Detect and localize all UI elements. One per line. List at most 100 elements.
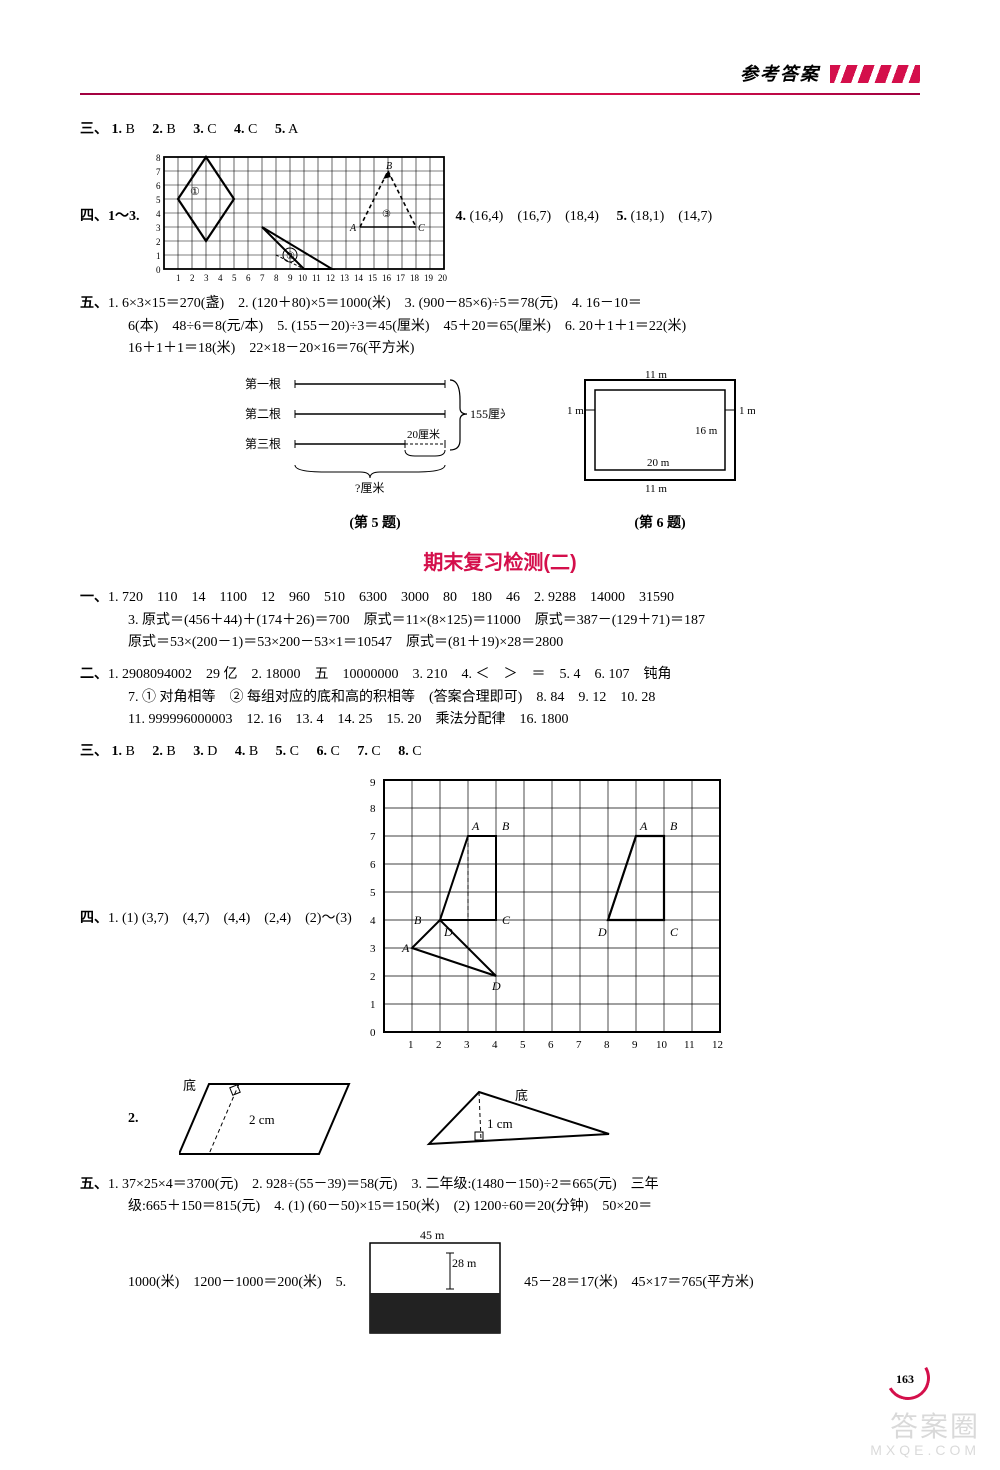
header-hatch xyxy=(830,65,920,83)
svg-text:C: C xyxy=(670,925,679,939)
svg-text:11: 11 xyxy=(312,273,321,283)
svg-text:D: D xyxy=(443,925,453,939)
a: C xyxy=(248,122,257,137)
q: 7. xyxy=(357,744,368,759)
a: B xyxy=(166,744,175,759)
q: 8. xyxy=(398,744,409,759)
a: C xyxy=(412,744,421,759)
rect-fig: 45 m 28 m xyxy=(360,1229,510,1339)
svg-text:13: 13 xyxy=(340,273,350,283)
svg-text:5: 5 xyxy=(520,1039,526,1051)
svg-text:1 m: 1 m xyxy=(739,405,755,417)
parallelogram-fig: 底 2 cm xyxy=(179,1074,379,1164)
svg-text:D: D xyxy=(491,979,501,993)
a: C xyxy=(207,122,216,137)
t2-section-2: 二、1. 2908094002 29 亿 2. 18000 五 10000000… xyxy=(80,664,920,731)
line: 7. ① 对角相等 ② 每组对应的底和高的积相等 (答案合理即可) 8. 84 … xyxy=(80,687,920,709)
svg-text:4: 4 xyxy=(492,1039,498,1051)
line: 1. 720 110 14 1100 12 960 510 6300 3000 … xyxy=(108,590,674,605)
svg-text:B: B xyxy=(386,161,392,172)
svg-text:6: 6 xyxy=(370,859,376,871)
svg-text:4: 4 xyxy=(156,209,161,219)
svg-text:9: 9 xyxy=(370,777,376,789)
svg-text:1: 1 xyxy=(176,273,181,283)
svg-text:4: 4 xyxy=(218,273,223,283)
svg-text:15: 15 xyxy=(368,273,378,283)
line: 1. 2908094002 29 亿 2. 18000 五 10000000 3… xyxy=(108,667,672,682)
q1: 1. (1) (3,7) (4,7) (4,4) (2,4) (2)～(3) xyxy=(108,911,352,926)
label: 一、 xyxy=(80,590,108,605)
header-title: 参考答案 xyxy=(740,60,820,89)
row1-label: 第一根 xyxy=(245,377,281,391)
svg-text:11: 11 xyxy=(684,1039,695,1051)
figure-row-1: 第一根 第二根 第三根 20厘米 155厘米 xyxy=(80,370,920,535)
page-number: 163 xyxy=(886,1356,930,1400)
svg-text:10: 10 xyxy=(656,1039,668,1051)
svg-text:1 cm: 1 cm xyxy=(487,1116,513,1131)
svg-text:C: C xyxy=(418,223,425,234)
q: 1. xyxy=(112,744,123,759)
svg-text:17: 17 xyxy=(396,273,406,283)
fig6-caption: (第 6 题) xyxy=(565,513,755,535)
svg-text:1: 1 xyxy=(156,251,161,261)
test2-title: 期末复习检测(二) xyxy=(80,547,920,579)
watermark-sub: MXQE.COM xyxy=(870,1443,980,1458)
a: (18,1) (14,7) xyxy=(630,209,712,224)
svg-text:7: 7 xyxy=(370,831,376,843)
svg-text:12: 12 xyxy=(712,1039,723,1051)
t2-section-5: 五、1. 37×25×4＝3700(元) 2. 928÷(55－39)＝58(元… xyxy=(80,1174,920,1219)
svg-text:20厘米: 20厘米 xyxy=(407,428,440,441)
q: 2. xyxy=(152,122,163,137)
svg-text:155厘米: 155厘米 xyxy=(470,407,505,421)
label: 五、 xyxy=(80,1177,108,1192)
header-rule xyxy=(80,93,920,95)
svg-text:C: C xyxy=(502,913,511,927)
q: 3. xyxy=(193,122,204,137)
line: 3. 原式＝(456＋44)＋(174＋26)＝700 原式＝11×(8×125… xyxy=(80,610,920,632)
svg-text:6: 6 xyxy=(246,273,251,283)
q: 4. xyxy=(234,122,245,137)
svg-text:11 m: 11 m xyxy=(645,483,667,495)
svg-text:3: 3 xyxy=(204,273,209,283)
a: B xyxy=(249,744,258,759)
svg-text:8: 8 xyxy=(604,1039,610,1051)
grid-figure-1: 012345678 123456789101112131415161718192… xyxy=(148,151,448,283)
svg-text:16 m: 16 m xyxy=(695,425,718,437)
svg-text:1: 1 xyxy=(370,999,376,1011)
svg-text:11 m: 11 m xyxy=(645,370,667,381)
t2-section-1: 一、1. 720 110 14 1100 12 960 510 6300 300… xyxy=(80,587,920,654)
svg-text:B: B xyxy=(414,913,422,927)
svg-text:0: 0 xyxy=(156,265,161,275)
sec3-label: 三、 xyxy=(80,122,108,137)
svg-text:1 m: 1 m xyxy=(567,405,584,417)
grid-figure-2: 0123456789 123456789101112 A B A B C D D xyxy=(360,774,740,1064)
t2-sec4-q2: 2. 底 2 cm 底 1 cm xyxy=(80,1074,920,1164)
line: 1. 6×3×15＝270(盏) 2. (120＋80)×5＝1000(米) 3… xyxy=(108,296,642,311)
figure-5: 第一根 第二根 第三根 20厘米 155厘米 xyxy=(245,370,505,535)
svg-text:6: 6 xyxy=(156,181,161,191)
svg-text:18: 18 xyxy=(410,273,420,283)
svg-text:底: 底 xyxy=(515,1088,528,1103)
svg-text:第二根: 第二根 xyxy=(245,407,281,421)
svg-text:10: 10 xyxy=(298,273,308,283)
t2-section-3: 三、 1. B 2. B 3. D 4. B 5. C 6. C 7. C 8.… xyxy=(80,741,920,763)
svg-text:8: 8 xyxy=(370,803,376,815)
label: 三、 xyxy=(80,744,108,759)
watermark-main: 答案圈 xyxy=(890,1411,980,1442)
q: 5. xyxy=(275,122,286,137)
triangle-fig: 底 1 cm xyxy=(419,1084,619,1164)
a: B xyxy=(126,122,135,137)
svg-text:2: 2 xyxy=(190,273,195,283)
svg-text:3: 3 xyxy=(156,223,161,233)
sec4-label: 四、1～3. xyxy=(80,206,140,228)
svg-text:20 m: 20 m xyxy=(647,457,670,469)
a: D xyxy=(207,744,217,759)
svg-text:底: 底 xyxy=(183,1078,196,1093)
svg-text:2: 2 xyxy=(436,1039,442,1051)
svg-text:6: 6 xyxy=(548,1039,554,1051)
page-header: 参考答案 xyxy=(80,60,920,89)
tail: 45－28＝17(米) 45×17＝765(平方米) xyxy=(524,1272,754,1294)
svg-text:1: 1 xyxy=(408,1039,414,1051)
svg-text:3: 3 xyxy=(370,943,376,955)
q: 5. xyxy=(276,744,287,759)
